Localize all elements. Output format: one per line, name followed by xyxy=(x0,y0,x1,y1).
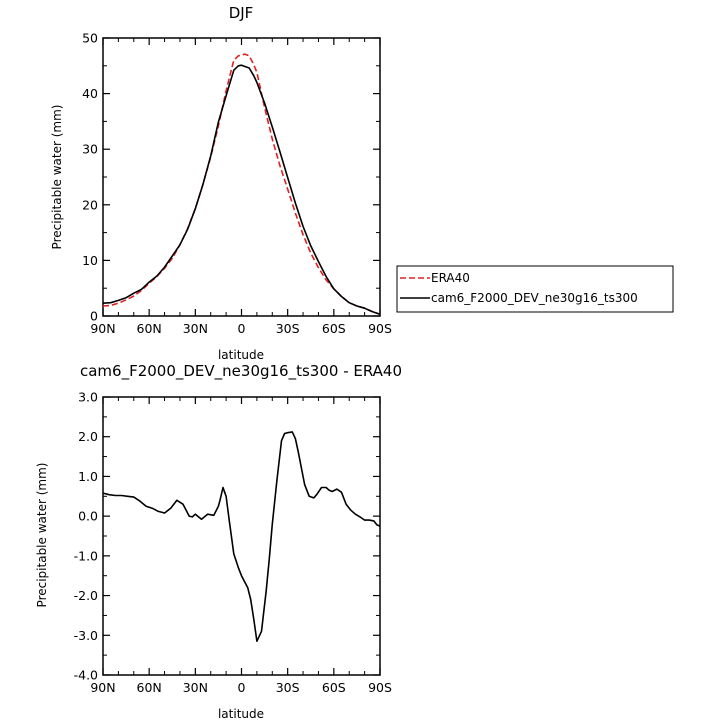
bottom-y-axis-label: Precipitable water (mm) xyxy=(35,463,49,608)
bottom-plot-frame xyxy=(102,396,381,676)
series-line-cam6-f2000-dev-ne30g16-ts300 xyxy=(102,64,381,316)
top-x-axis-label: latitude xyxy=(218,348,264,362)
y-tick-label: -2.0 xyxy=(74,588,98,603)
x-tick-label: 30N xyxy=(183,321,208,336)
y-tick-label: 0.0 xyxy=(78,509,98,524)
bottom-series-group xyxy=(102,431,381,643)
y-tick-label: 3.0 xyxy=(78,390,98,405)
legend-box xyxy=(396,265,674,313)
top-chart: DJF 90N 60N 30N 0 30S 60S 90S 0 10 20 30 40 50 latit… xyxy=(50,4,392,362)
bottom-chart: cam6_F2000_DEV_ne30g16_ts300 - ERA40 90N… xyxy=(35,362,402,721)
series-line-era40 xyxy=(102,53,381,316)
series-line-difference xyxy=(102,431,381,643)
top-series-group xyxy=(102,53,381,316)
top-chart-title: DJF xyxy=(229,4,254,22)
y-tick-label: 10 xyxy=(82,253,98,268)
x-tick-label: 90S xyxy=(368,321,392,336)
legend-label-cam6: cam6_F2000_DEV_ne30g16_ts300 xyxy=(431,291,638,305)
top-plot-frame xyxy=(102,37,381,317)
top-axes: 90N 60N 30N 0 30S 60S 90S 0 10 20 30 40 50 xyxy=(82,31,392,337)
legend-label-era40: ERA40 xyxy=(431,271,470,285)
x-tick-label: 60S xyxy=(322,680,346,695)
x-tick-label: 60N xyxy=(137,680,162,695)
bottom-chart-title: cam6_F2000_DEV_ne30g16_ts300 - ERA40 xyxy=(80,362,402,381)
bottom-x-axis-label: latitude xyxy=(218,707,264,721)
y-tick-label: 50 xyxy=(82,31,98,46)
x-tick-label: 0 xyxy=(238,680,246,695)
top-y-axis-label: Precipitable water (mm) xyxy=(50,105,64,250)
y-tick-label: 0 xyxy=(90,309,98,324)
y-tick-label: -3.0 xyxy=(74,628,98,643)
y-tick-label: 30 xyxy=(82,142,98,157)
x-tick-label: 90N xyxy=(90,321,115,336)
x-tick-label: 60S xyxy=(322,321,346,336)
x-tick-label: 90N xyxy=(90,680,115,695)
x-tick-label: 30S xyxy=(276,680,300,695)
bottom-axes: 90N 60N 30N 0 30S 60S 90S -4.0 -3.0 -2.0 -1.0 0.0 1.… xyxy=(74,390,392,696)
y-tick-label: 1.0 xyxy=(78,469,98,484)
y-tick-label: -4.0 xyxy=(74,668,98,683)
x-tick-label: 30S xyxy=(276,321,300,336)
y-tick-label: 20 xyxy=(82,197,98,212)
y-tick-label: 40 xyxy=(82,86,98,101)
legend: ERA40 cam6_F2000_DEV_ne30g16_ts300 xyxy=(396,265,674,313)
x-tick-label: 30N xyxy=(183,680,208,695)
x-tick-label: 0 xyxy=(238,321,246,336)
x-tick-label: 90S xyxy=(368,680,392,695)
y-tick-label: 2.0 xyxy=(78,429,98,444)
y-tick-label: -1.0 xyxy=(74,548,98,563)
x-tick-label: 60N xyxy=(137,321,162,336)
